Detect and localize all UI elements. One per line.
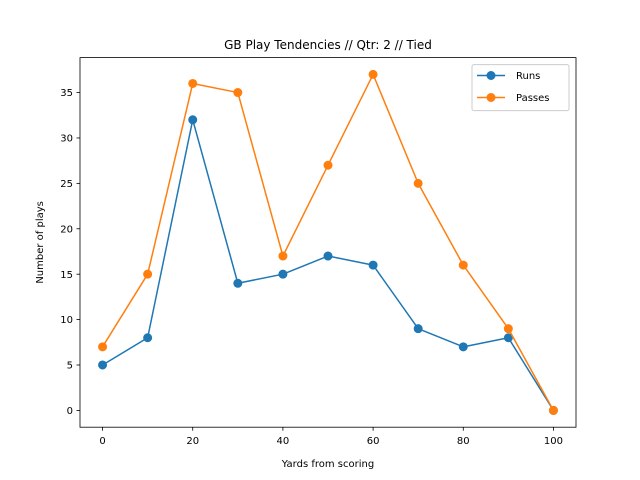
y-axis-ticks: 0 5 10 15 20 25 30 35	[60, 88, 80, 417]
data-point-runs	[458, 342, 468, 352]
x-axis-label: Yards from scoring	[281, 459, 374, 470]
data-point-passes	[143, 269, 153, 279]
y-tick-label: 35	[60, 88, 73, 99]
legend: Runs Passes	[471, 64, 570, 112]
data-point-passes	[98, 342, 108, 352]
legend-marker-runs	[486, 71, 496, 80]
legend-entry-runs: Runs	[477, 71, 540, 82]
y-tick-label: 30	[60, 134, 73, 145]
data-point-passes	[413, 178, 423, 188]
chart-title: GB Play Tendencies // Qtr: 2 // Tied	[224, 38, 432, 52]
legend-label-runs: Runs	[516, 71, 540, 82]
series-passes	[98, 69, 558, 415]
data-point-passes	[188, 78, 198, 88]
data-point-runs	[503, 333, 513, 343]
y-tick-label: 5	[67, 361, 73, 372]
plot-frame	[79, 57, 577, 428]
data-point-passes	[233, 88, 243, 98]
data-point-runs	[323, 251, 333, 261]
x-tick-label: 0	[99, 436, 105, 447]
y-tick-label: 20	[60, 224, 73, 235]
data-point-runs	[188, 115, 198, 125]
legend-marker-passes	[486, 93, 496, 102]
y-tick-label: 25	[60, 179, 73, 190]
x-tick-label: 20	[186, 436, 199, 447]
data-point-passes	[458, 260, 468, 270]
data-point-runs	[368, 260, 378, 270]
data-point-runs	[278, 269, 288, 279]
y-tick-label: 10	[60, 315, 73, 326]
plot-area	[80, 57, 576, 428]
x-tick-label: 40	[277, 436, 290, 447]
data-point-runs	[413, 324, 423, 334]
data-point-runs	[233, 278, 243, 288]
legend-label-passes: Passes	[516, 93, 550, 104]
y-tick-label: 0	[67, 406, 73, 417]
y-axis-label: Number of plays	[35, 201, 46, 284]
x-axis-ticks: 0 20 40 60 80 100	[99, 427, 563, 447]
x-tick-label: 100	[544, 436, 563, 447]
data-point-passes	[548, 405, 558, 415]
series-layer	[98, 69, 558, 415]
axes-layer	[79, 57, 577, 428]
y-tick-label: 15	[60, 270, 73, 281]
x-tick-label: 80	[457, 436, 470, 447]
data-point-passes	[368, 69, 378, 79]
data-point-passes	[503, 324, 513, 334]
data-point-runs	[143, 333, 153, 343]
data-point-runs	[98, 360, 108, 370]
data-point-passes	[323, 160, 333, 170]
legend-entry-passes: Passes	[477, 93, 550, 104]
data-point-passes	[278, 251, 288, 261]
x-tick-label: 60	[367, 436, 380, 447]
